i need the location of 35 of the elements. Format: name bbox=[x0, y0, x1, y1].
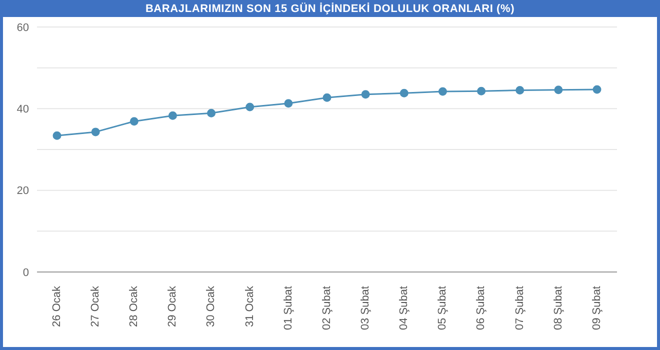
point bbox=[516, 86, 524, 95]
y-tick-label: 60 bbox=[16, 22, 29, 34]
point bbox=[91, 128, 100, 136]
x-tick-label: 06 Şubat bbox=[475, 286, 488, 330]
y-tick-label: 0 bbox=[22, 266, 29, 279]
x-tick-label: 27 Ocak bbox=[89, 286, 102, 327]
x-tick-label: 30 Ocak bbox=[205, 286, 218, 327]
point bbox=[246, 102, 254, 112]
x-tick-label: 31 Ocak bbox=[244, 286, 256, 327]
x-tick-label: 01 Şubat bbox=[282, 286, 294, 330]
x-tick-label: 04 Şubat bbox=[398, 286, 410, 330]
x-tick-label: 09 Şubat bbox=[590, 286, 603, 330]
y-tick-label: 20 bbox=[16, 185, 29, 198]
point bbox=[322, 93, 332, 102]
point bbox=[168, 111, 177, 120]
point bbox=[130, 117, 138, 126]
x-tick-label: 07 Şubat bbox=[514, 286, 526, 330]
point bbox=[52, 131, 62, 140]
x-tick-label: 08 Şubat bbox=[552, 286, 564, 330]
x-tick-label: 29 Ocak bbox=[166, 286, 179, 327]
x-tick-label: 03 Şubat bbox=[359, 286, 372, 330]
point bbox=[207, 108, 216, 118]
x-tick-label: 26 Ocak bbox=[50, 286, 63, 327]
point bbox=[554, 86, 563, 94]
y-tick-label: 40 bbox=[16, 104, 29, 116]
x-tick-label: 02 Şubat bbox=[320, 286, 333, 330]
point bbox=[438, 87, 447, 96]
x-tick-label: 28 Ocak bbox=[128, 286, 140, 327]
chart-title: BARAJLARIMIZIN SON 15 GÜN İÇİNDEKİ DOLULUK ORANLARI (%) bbox=[3, 3, 657, 17]
point bbox=[400, 88, 408, 98]
point bbox=[592, 85, 602, 94]
point bbox=[284, 99, 293, 108]
x-tick-label: 05 Şubat bbox=[436, 286, 449, 330]
point bbox=[477, 86, 486, 96]
point bbox=[361, 90, 370, 99]
